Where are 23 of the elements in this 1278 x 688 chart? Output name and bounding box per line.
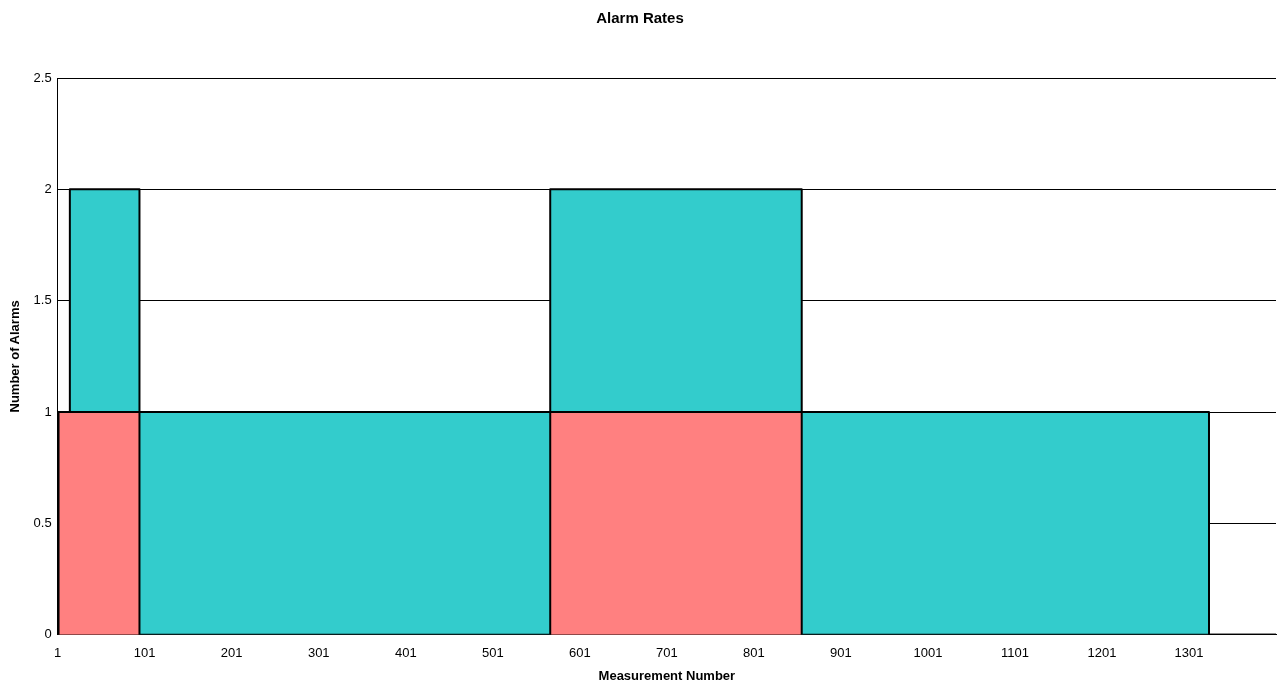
x-tick-label: 301 (307, 645, 330, 661)
y-tick-label: 0.5 (33, 515, 52, 531)
x-tick-label: 1101 (1000, 645, 1029, 661)
y-tick-label: 1 (44, 403, 52, 419)
x-tick-label: 1201 (1087, 645, 1117, 661)
x-tick-label: 501 (481, 645, 504, 661)
x-tick-label: 601 (568, 645, 591, 661)
y-tick-label: 2.5 (33, 69, 52, 85)
y-tick-label: 2 (44, 180, 52, 196)
y-tick-label: 1.5 (33, 292, 52, 308)
y-axis-title: Number of Alarms (7, 300, 23, 413)
x-axis-title: Measurement Number (598, 667, 736, 683)
x-tick-label: 201 (220, 645, 243, 661)
x-tick-label: 1301 (1174, 645, 1204, 661)
x-tick-label: 101 (133, 645, 156, 661)
x-tick-label: 1001 (913, 645, 943, 661)
x-tick-label: 1 (54, 645, 62, 661)
x-tick-label: 901 (830, 645, 852, 661)
x-tick-label: 401 (394, 645, 417, 661)
y-tick-label: 0 (44, 626, 52, 642)
x-tick-label: 801 (743, 645, 765, 661)
chart-title: Alarm Rates (596, 9, 684, 27)
x-tick-label: 701 (655, 645, 678, 661)
